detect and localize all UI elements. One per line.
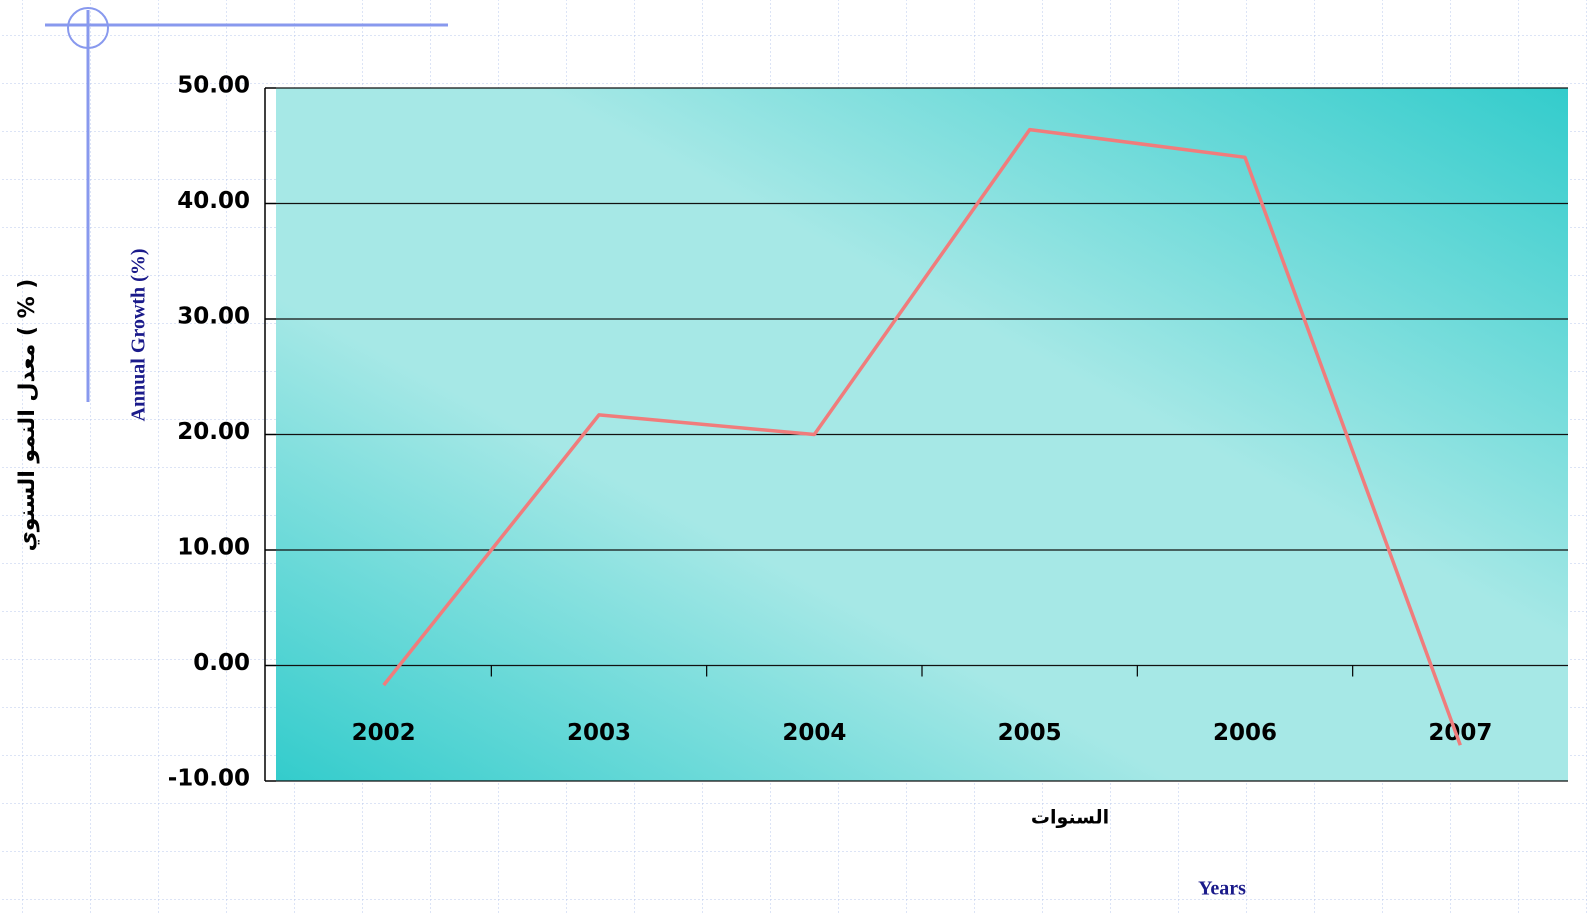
x-tick-label: 2002 — [352, 720, 416, 746]
y-tick-label: 0.00 — [193, 650, 250, 676]
x-axis-title-ar: السنوات — [1031, 807, 1109, 829]
y-tick-label: 10.00 — [177, 535, 250, 561]
y-tick-label: 40.00 — [177, 188, 250, 214]
x-tick-label: 2003 — [567, 720, 631, 746]
decoration — [45, 7, 448, 402]
x-tick-label: 2006 — [1213, 720, 1277, 746]
x-tick-label: 2005 — [998, 720, 1062, 746]
y-tick-label: 20.00 — [177, 419, 250, 445]
y-tick-label: 30.00 — [177, 304, 250, 330]
y-tick-label: 50.00 — [177, 73, 250, 99]
series-line — [382, 127, 1462, 746]
y-tick-label: -10.00 — [168, 766, 250, 792]
x-axis-title: Years — [1198, 878, 1246, 900]
y-axis-title-ar: معدل النمو السنوي ( % ) — [15, 279, 40, 552]
x-tick-label: 2004 — [782, 720, 846, 746]
y-axis-title: Annual Growth (%) — [128, 249, 150, 422]
